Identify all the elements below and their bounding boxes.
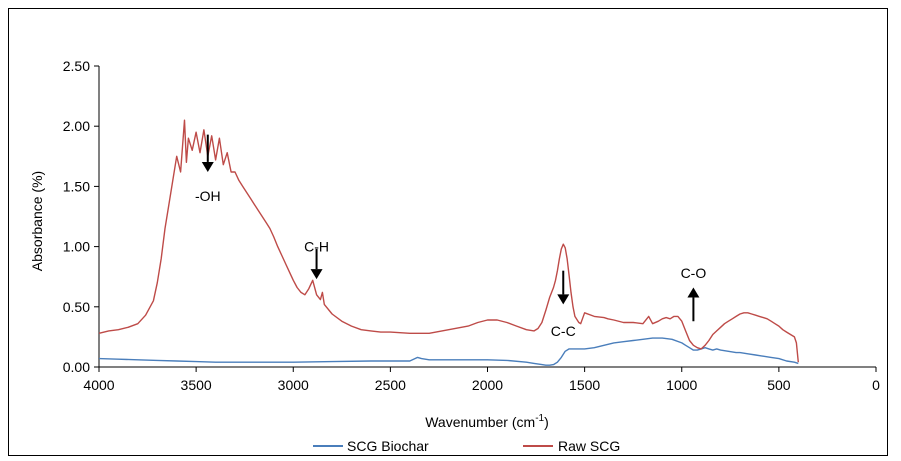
- series-lines: [98, 119, 799, 366]
- annotations: -OH C-H C-C C-O: [195, 134, 707, 339]
- x-tick-label: 500: [767, 377, 791, 393]
- annotation-label: C-C: [551, 323, 576, 339]
- x-tick-label: 0: [872, 377, 880, 393]
- y-tick-label: 1.50: [63, 178, 90, 194]
- tick-labels: 0.00 0.50 1.00 1.50 2.00 2.50 4000 3500 3000 2500…: [63, 58, 880, 393]
- y-tick-label: 2.50: [63, 58, 90, 74]
- x-tick-label: 2000: [472, 377, 503, 393]
- annotation-label: C-O: [681, 265, 707, 281]
- x-tick-label: 3500: [181, 377, 212, 393]
- x-tick-label: 3000: [278, 377, 309, 393]
- x-axis-label-superscript: -1: [535, 413, 544, 424]
- y-tick-label: 1.00: [63, 239, 90, 255]
- axes: [94, 65, 877, 372]
- chart-frame: [8, 8, 888, 456]
- x-tick-label: 4000: [83, 377, 114, 393]
- y-tick-label: 0.00: [63, 359, 90, 375]
- legend-label-raw-scg: Raw SCG: [558, 438, 620, 454]
- annotation-arrow-head: [310, 269, 323, 280]
- legend-label-scg-biochar: SCG Biochar: [347, 438, 429, 454]
- y-tick-label: 0.50: [63, 299, 90, 315]
- x-axis-label: Wavenumber (cm-1): [425, 413, 549, 430]
- x-tick-label: 1500: [569, 377, 600, 393]
- x-axis-label-text: Wavenumber (cm: [425, 414, 535, 430]
- x-tick-label: 2500: [375, 377, 406, 393]
- y-axis-label: Absorbance (%): [29, 171, 45, 271]
- annotation-arrow-head: [557, 294, 570, 305]
- annotation-arrow-head: [687, 287, 700, 298]
- legend: SCG Biochar Raw SCG: [313, 438, 620, 454]
- x-axis-label-close: ): [544, 414, 549, 430]
- annotation-arrow-head: [201, 161, 214, 172]
- series-line-raw-scg: [98, 119, 799, 363]
- annotation-label: -OH: [195, 188, 221, 204]
- y-tick-label: 2.00: [63, 118, 90, 134]
- x-tick-label: 1000: [666, 377, 697, 393]
- series-line-scg-biochar: [98, 337, 799, 366]
- annotation-label: C-H: [304, 239, 329, 255]
